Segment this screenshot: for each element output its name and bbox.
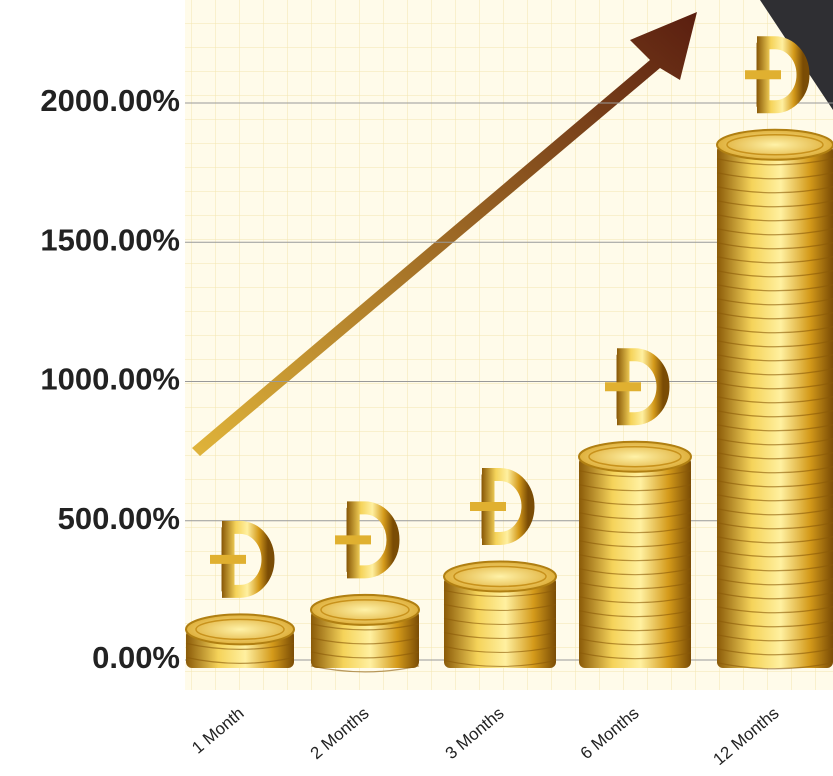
coin-top-rim [453, 565, 547, 588]
coin-edge [443, 645, 557, 654]
coin-stack-body [579, 456, 691, 668]
y-tick-label: 2000.00% [40, 83, 180, 118]
coin-edge [716, 396, 833, 404]
y-tick-label: 0.00% [92, 640, 180, 675]
coin-edge [716, 200, 833, 208]
coin-edge [578, 540, 692, 548]
coin-edge [716, 466, 833, 474]
coin-edge [310, 637, 420, 645]
coin-stack-body [717, 144, 833, 668]
coin-stack [578, 440, 692, 668]
coin-edge [578, 624, 692, 632]
x-tick-label: 3 Months [442, 704, 508, 764]
coin-edge [578, 526, 692, 534]
coin-stack-body [311, 609, 419, 668]
doge-icon [745, 36, 810, 114]
coin-edge [578, 638, 692, 646]
coin-edge [716, 550, 833, 558]
coin-edge [578, 470, 692, 478]
coin-edge [310, 623, 420, 631]
x-tick-label: 1 Month [188, 704, 247, 758]
growth-arrow [192, 12, 697, 456]
coin-edge [716, 340, 833, 348]
coin-edge [716, 578, 833, 586]
coin-edge [716, 508, 833, 516]
y-tick-label: 500.00% [58, 501, 180, 536]
coin-edge [578, 568, 692, 576]
coin-top-rim [320, 599, 410, 621]
doge-icon [335, 501, 400, 579]
coin-edge [716, 480, 833, 488]
coin-edge [716, 158, 833, 166]
coin-edge [578, 582, 692, 590]
y-tick-label: 1000.00% [40, 362, 180, 397]
coin-edge [443, 589, 557, 598]
coin-edge [578, 596, 692, 604]
coin-top-rim [726, 134, 824, 156]
coin-edge [578, 484, 692, 492]
coin-edge [716, 438, 833, 446]
coin-edge [716, 312, 833, 320]
coin-edge [716, 326, 833, 334]
coin-edge [716, 522, 833, 530]
x-tick-label: 2 Months [307, 704, 373, 764]
coin-stack-body [444, 576, 556, 668]
coin-edge [578, 652, 692, 660]
y-tick-label: 1500.00% [40, 222, 180, 257]
coin-edge [716, 662, 833, 670]
coin-edge [185, 642, 295, 650]
coin-edge [443, 659, 557, 668]
coin-edge [716, 368, 833, 376]
coin-top-rim [195, 618, 285, 641]
coin-edge [716, 214, 833, 222]
x-tick-label: 6 Months [577, 704, 643, 764]
coin-edge [716, 620, 833, 628]
coin-edge [578, 610, 692, 618]
coin-edge [443, 631, 557, 640]
coin-edge [716, 592, 833, 600]
coin-edge [578, 554, 692, 562]
coin-edge [716, 270, 833, 278]
coin-edge [443, 617, 557, 626]
coin-edge [716, 186, 833, 194]
coin-stack [716, 128, 833, 670]
coin-edge [578, 498, 692, 506]
coin-edge [716, 564, 833, 572]
coin-edge [716, 172, 833, 180]
coin-edge [716, 284, 833, 292]
coin-edge [716, 424, 833, 432]
coin-edge [716, 256, 833, 264]
coin-edge [716, 606, 833, 614]
coin-edge [716, 410, 833, 418]
coin-edge [716, 228, 833, 236]
coin-edge [716, 298, 833, 306]
coin-edge [716, 536, 833, 544]
coin-stack [443, 560, 557, 668]
coin-edge [716, 452, 833, 460]
doge-icon [470, 467, 535, 545]
coin-edge [310, 665, 420, 673]
coin-edge [185, 656, 295, 664]
coin-edge [716, 494, 833, 502]
coin-edge [716, 648, 833, 656]
coin-edge [716, 242, 833, 250]
coin-edge [443, 603, 557, 612]
coin-edge [716, 382, 833, 390]
coin-edge [716, 354, 833, 362]
coin-top-rim [588, 445, 682, 468]
coin-stack [185, 613, 295, 668]
coin-stack [310, 593, 420, 673]
coin-edge [716, 634, 833, 642]
x-tick-label: 12 Months [710, 704, 783, 770]
doge-icon [210, 520, 275, 598]
doge-icon [605, 348, 670, 426]
coin-edge [578, 512, 692, 520]
coin-edge [310, 651, 420, 659]
